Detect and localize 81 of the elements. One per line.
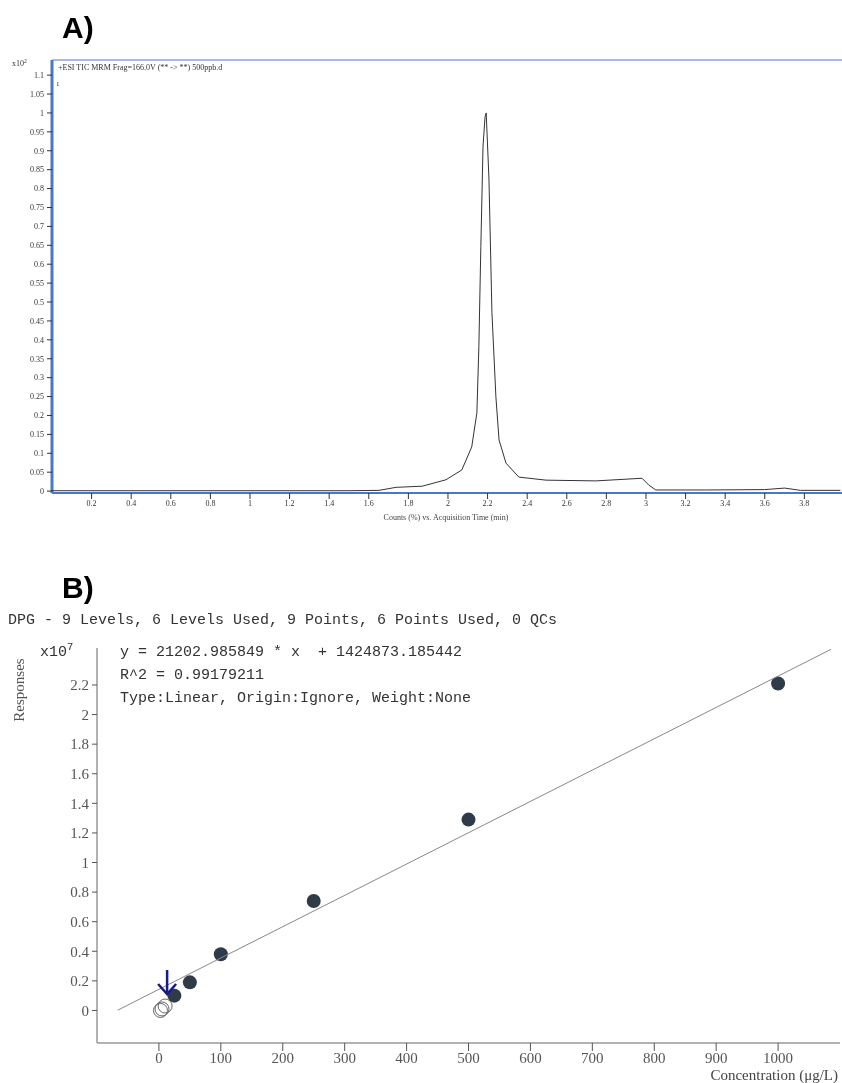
y-tick-label: 0.9 bbox=[34, 146, 44, 156]
point bbox=[771, 676, 786, 691]
x-tick-label: 2.6 bbox=[561, 499, 572, 508]
y-tick-label: 0 bbox=[40, 486, 44, 496]
y-tick-label: 0.2 bbox=[34, 411, 44, 421]
y-tick-label: 0.8 bbox=[34, 184, 44, 194]
x-tick-label: 0.8 bbox=[205, 499, 216, 508]
y-axis-title: Responses bbox=[11, 658, 27, 722]
y-tick-label: 0.3 bbox=[34, 373, 44, 383]
x-tick-label: 3.8 bbox=[799, 499, 810, 508]
y-tick-label: 1.1 bbox=[34, 70, 44, 80]
y-tick-label: 0.65 bbox=[30, 241, 44, 251]
y-tick-label: 0.15 bbox=[30, 430, 44, 440]
x-tick-label: 600 bbox=[519, 1050, 542, 1066]
y-tick-label: 1.8 bbox=[70, 736, 89, 753]
x-tick-label: 3.2 bbox=[680, 499, 691, 508]
annotation: Type:Linear, Origin:Ignore, Weight:None bbox=[120, 690, 472, 707]
x-tick-label: 500 bbox=[457, 1050, 480, 1066]
x-tick-label: 0.4 bbox=[126, 499, 137, 508]
y-tick-label: 1.2 bbox=[70, 825, 89, 842]
y-tick-label: 0.55 bbox=[30, 278, 44, 288]
text: x10$^{7}$ bbox=[40, 641, 74, 661]
x-tick-label: 1.8 bbox=[403, 499, 414, 508]
x-tick-label: 100 bbox=[209, 1050, 233, 1066]
annotation: R^2 = 0.99179211 bbox=[120, 667, 265, 684]
y-tick-label: 0.4 bbox=[70, 943, 90, 960]
x-axis-title: Counts (%) vs. Acquisition Time (min) bbox=[383, 513, 509, 522]
x-tick-label: 800 bbox=[643, 1050, 666, 1066]
x-tick-label: 0 bbox=[155, 1050, 163, 1066]
y-tick-label: 0.25 bbox=[30, 392, 44, 402]
x-tick-label: 1 bbox=[247, 499, 252, 508]
y-tick-label: 2 bbox=[81, 706, 89, 723]
text: x10$^{2}$ bbox=[12, 58, 27, 68]
y-tick-label: 1.05 bbox=[30, 89, 44, 99]
x-tick-label: 3.6 bbox=[759, 499, 770, 508]
annotation: y = 21202.985849 * x + 1424873.185442 bbox=[120, 644, 463, 661]
x-tick-label: 1.4 bbox=[324, 499, 335, 508]
y-tick-label: 0.05 bbox=[30, 468, 44, 477]
chart-subtitle: DPG - 9 Levels, 6 Levels Used, 9 Points, 6 Points Used, 0 QCs bbox=[8, 612, 558, 629]
y-tick-label: 1 bbox=[40, 108, 44, 118]
point bbox=[167, 988, 182, 1003]
x-tick-label: 300 bbox=[333, 1050, 356, 1066]
x-tick-label: 1000 bbox=[763, 1050, 794, 1066]
x-tick-label: 3.4 bbox=[720, 499, 731, 508]
x-tick-label: 2 bbox=[445, 499, 450, 508]
x-tick-label: 1.6 bbox=[363, 499, 374, 508]
y-tick-label: 1.4 bbox=[70, 795, 90, 812]
y-tick-label: 1.6 bbox=[70, 766, 90, 782]
y-tick-label: 2.2 bbox=[70, 677, 89, 694]
y-tick-label: 0.75 bbox=[30, 203, 44, 213]
chart-subtitle: +ESI TIC MRM Frag=166.0V (** -> **) 500ppb.d bbox=[58, 63, 223, 72]
y-tick-label: 0.7 bbox=[34, 222, 44, 232]
point bbox=[182, 975, 197, 990]
y-tick-label: 0.6 bbox=[70, 913, 90, 930]
y-tick-label: 0.8 bbox=[70, 884, 89, 901]
y-tick-label: 0.2 bbox=[70, 973, 89, 990]
x-tick-label: 200 bbox=[271, 1050, 294, 1066]
x-tick-label: 900 bbox=[704, 1050, 728, 1066]
x-tick-label: 1.2 bbox=[284, 499, 295, 508]
y-tick-label: 0.95 bbox=[30, 127, 44, 137]
y-tick-label: 0.35 bbox=[30, 354, 44, 364]
y-tick-label: 0.4 bbox=[34, 335, 44, 345]
y-tick-label: 0.1 bbox=[34, 449, 44, 459]
x-tick-label: 3 bbox=[643, 499, 648, 508]
point bbox=[306, 893, 321, 908]
x-tick-label: 0.6 bbox=[165, 499, 176, 508]
y-tick-label: 0 bbox=[81, 1002, 89, 1019]
y-tick-label: 0.6 bbox=[34, 260, 44, 270]
y-tick-label: 1 bbox=[81, 854, 89, 871]
x-tick-label: 2.2 bbox=[482, 499, 493, 508]
x-tick-label: 700 bbox=[581, 1050, 604, 1066]
y-tick-label: 0.5 bbox=[34, 297, 44, 307]
y-tick-label: 0.45 bbox=[30, 316, 44, 326]
x-axis-title: Concentration (μg/L) bbox=[710, 1067, 838, 1083]
x-tick-label: 2.4 bbox=[522, 499, 533, 508]
chart-title: B) bbox=[62, 571, 94, 604]
y-tick-label: 0.85 bbox=[30, 165, 44, 175]
x-tick-label: 400 bbox=[395, 1050, 418, 1066]
point bbox=[461, 812, 476, 827]
chart-title: A) bbox=[62, 11, 94, 44]
x-tick-label: 2.8 bbox=[601, 499, 612, 508]
